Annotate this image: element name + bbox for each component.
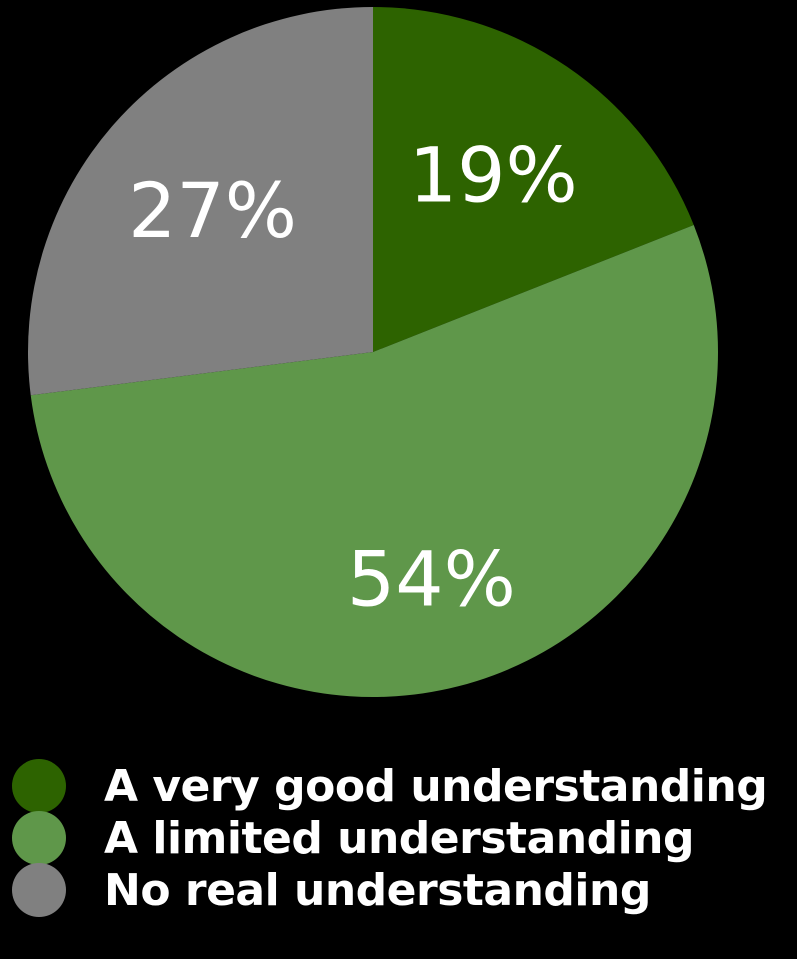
legend-item-very-good: A very good understanding [12,759,797,813]
legend-swatch-limited [12,811,66,865]
legend-item-no-real: No real understanding [12,863,797,917]
slice-label-limited: 54% [347,535,516,624]
legend-label-no-real: No real understanding [104,864,651,916]
slice-labels: 19% 54% 27% [128,131,578,624]
pie-slice-very-good [373,7,694,352]
slice-label-no-real: 27% [128,166,297,255]
pie-slice-no-real [27,7,373,396]
pie-slices [27,7,718,697]
slice-label-very-good: 19% [409,131,578,220]
legend: A very good understanding A limited unde… [12,759,797,917]
pie-slice-limited [30,224,718,697]
pie-chart: 19% 54% 27% [27,7,718,697]
legend-swatch-very-good [12,759,66,813]
legend-item-limited: A limited understanding [12,811,797,865]
legend-swatch-no-real [12,863,66,917]
legend-label-limited: A limited understanding [104,812,694,864]
legend-label-very-good: A very good understanding [104,760,768,812]
